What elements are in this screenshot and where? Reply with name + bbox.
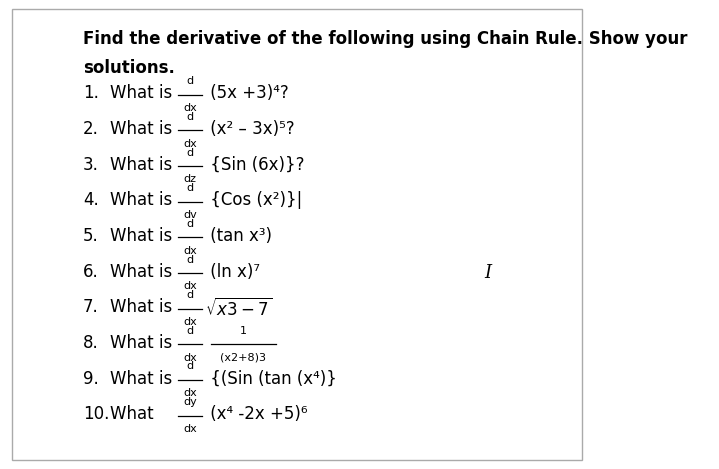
Text: What: What [110, 405, 159, 423]
Text: (x2+8)3: (x2+8)3 [221, 353, 267, 363]
Text: dx: dx [183, 353, 197, 363]
Text: d: d [186, 362, 193, 371]
Text: dx: dx [183, 281, 197, 291]
Text: What is: What is [110, 84, 178, 102]
Text: d: d [186, 290, 193, 300]
Text: What is: What is [110, 120, 178, 138]
Text: $\sqrt{x3 - 7}$: $\sqrt{x3 - 7}$ [205, 298, 272, 320]
Text: d: d [186, 255, 193, 265]
Text: 8.: 8. [83, 334, 99, 352]
Text: 7.: 7. [83, 298, 99, 316]
Text: What is: What is [110, 191, 178, 209]
Text: 2.: 2. [83, 120, 99, 138]
Text: {Sin (6x)}?: {Sin (6x)}? [205, 156, 304, 174]
Text: 3.: 3. [83, 156, 99, 174]
Text: {Cos (x²)}|: {Cos (x²)}| [205, 191, 302, 209]
Text: dx: dx [183, 317, 197, 327]
Text: What is: What is [110, 263, 178, 280]
Text: dz: dz [183, 174, 196, 184]
Text: (x⁴ -2x +5)⁶: (x⁴ -2x +5)⁶ [205, 405, 307, 423]
Text: 9.: 9. [83, 370, 99, 387]
Text: d: d [186, 112, 193, 122]
Text: d: d [186, 183, 193, 193]
Text: dx: dx [183, 388, 197, 398]
Text: dx: dx [183, 103, 197, 113]
Text: d: d [186, 326, 193, 336]
Text: 1.: 1. [83, 84, 99, 102]
Text: d: d [186, 219, 193, 229]
Text: What is: What is [110, 298, 178, 316]
Text: What is: What is [110, 370, 178, 387]
Text: I: I [484, 264, 491, 282]
Text: (5x +3)⁴?: (5x +3)⁴? [205, 84, 288, 102]
Text: dx: dx [183, 246, 197, 256]
Text: dv: dv [183, 210, 197, 220]
Text: d: d [186, 148, 193, 158]
Text: (x² – 3x)⁵?: (x² – 3x)⁵? [205, 120, 295, 138]
Text: d: d [186, 76, 193, 86]
Text: What is: What is [110, 227, 178, 245]
FancyBboxPatch shape [12, 9, 582, 460]
Text: 4.: 4. [83, 191, 99, 209]
Text: (ln x)⁷: (ln x)⁷ [205, 263, 260, 280]
Text: dy: dy [183, 397, 197, 407]
Text: 5.: 5. [83, 227, 99, 245]
Text: dx: dx [183, 139, 197, 149]
Text: 1: 1 [240, 326, 247, 336]
Text: What is: What is [110, 156, 178, 174]
Text: What is: What is [110, 334, 178, 352]
Text: 10.: 10. [83, 405, 109, 423]
Text: 6.: 6. [83, 263, 99, 280]
Text: (tan x³): (tan x³) [205, 227, 272, 245]
Text: {(Sin (tan (x⁴)}: {(Sin (tan (x⁴)} [205, 370, 336, 387]
Text: solutions.: solutions. [83, 59, 175, 76]
Text: dx: dx [183, 424, 197, 434]
Text: Find the derivative of the following using Chain Rule. Show your: Find the derivative of the following usi… [83, 30, 687, 48]
